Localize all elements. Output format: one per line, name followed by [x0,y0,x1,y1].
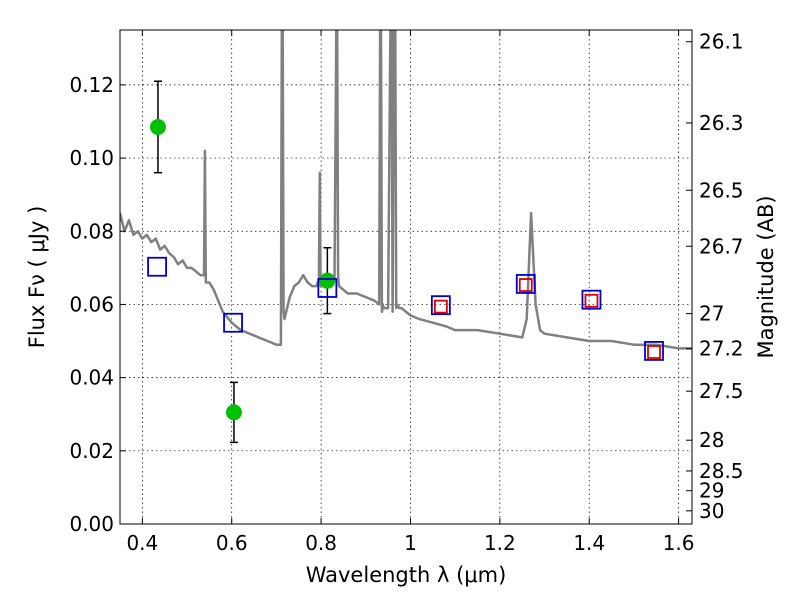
y2-tick-label: 26.1 [699,30,744,54]
observed-flux-point [149,118,166,135]
y2-tick-label: 27.2 [699,337,744,361]
y-tick-label: 0.00 [69,512,114,536]
x-tick-label: 1 [404,531,417,555]
x-tick-label: 0.4 [126,531,158,555]
blue-square-marker [644,341,664,361]
y-tick-label: 0.04 [69,366,114,390]
x-tick-label: 0.6 [216,531,248,555]
y2-tick-label: 28.5 [699,459,744,483]
x-tick-label: 1.2 [484,531,516,555]
y2-tick-label: 30 [699,499,724,523]
y2-tick-label: 26.5 [699,178,744,202]
y-tick-label: 0.02 [69,439,114,463]
observed-flux-point [225,404,242,421]
y-tick-label: 0.06 [69,292,114,316]
blue-square-marker [581,289,602,310]
model-spectrum-line [120,30,692,350]
y2-tick-label: 28 [699,428,724,452]
y2-axis-label: Magnitude (AB) [754,195,778,358]
red-square-marker [518,278,533,292]
y2-tick-label: 27.5 [699,379,744,403]
data-layer [120,30,692,350]
red-square-marker [647,345,661,359]
x-tick-label: 1.6 [663,531,695,555]
x-tick-label: 0.8 [305,531,337,555]
blue-square-marker [147,256,167,277]
x-tick-label: 1.4 [573,531,605,555]
blue-square-marker [430,295,451,316]
y-tick-label: 0.10 [69,146,114,170]
y-tick-label: 0.12 [69,73,114,97]
axes: 0.4 0.6 0.8 1 1.2 1.4 1.6 0.00 0.02 0.04 0.06 0.08 0… [69,30,743,555]
blue-square-marker [515,274,536,294]
observed-flux-point [319,272,336,289]
y2-tick-label: 26.7 [699,234,744,258]
red-square-marker [584,293,599,308]
y2-tick-label: 26.3 [699,111,744,135]
x-axis-label: Wavelength λ (μm) [306,563,507,587]
blue-square-marker [223,312,243,333]
red-square-marker [433,299,448,314]
error-bars [147,80,664,444]
y2-tick-label: 29 [699,479,724,503]
blue-square-marker [317,278,338,298]
plot-frame [119,29,693,525]
y-tick-label: 0.08 [69,219,114,243]
y2-tick-label: 27 [699,302,724,326]
y-axis-label: Flux Fν ( μJy ) [25,206,49,349]
